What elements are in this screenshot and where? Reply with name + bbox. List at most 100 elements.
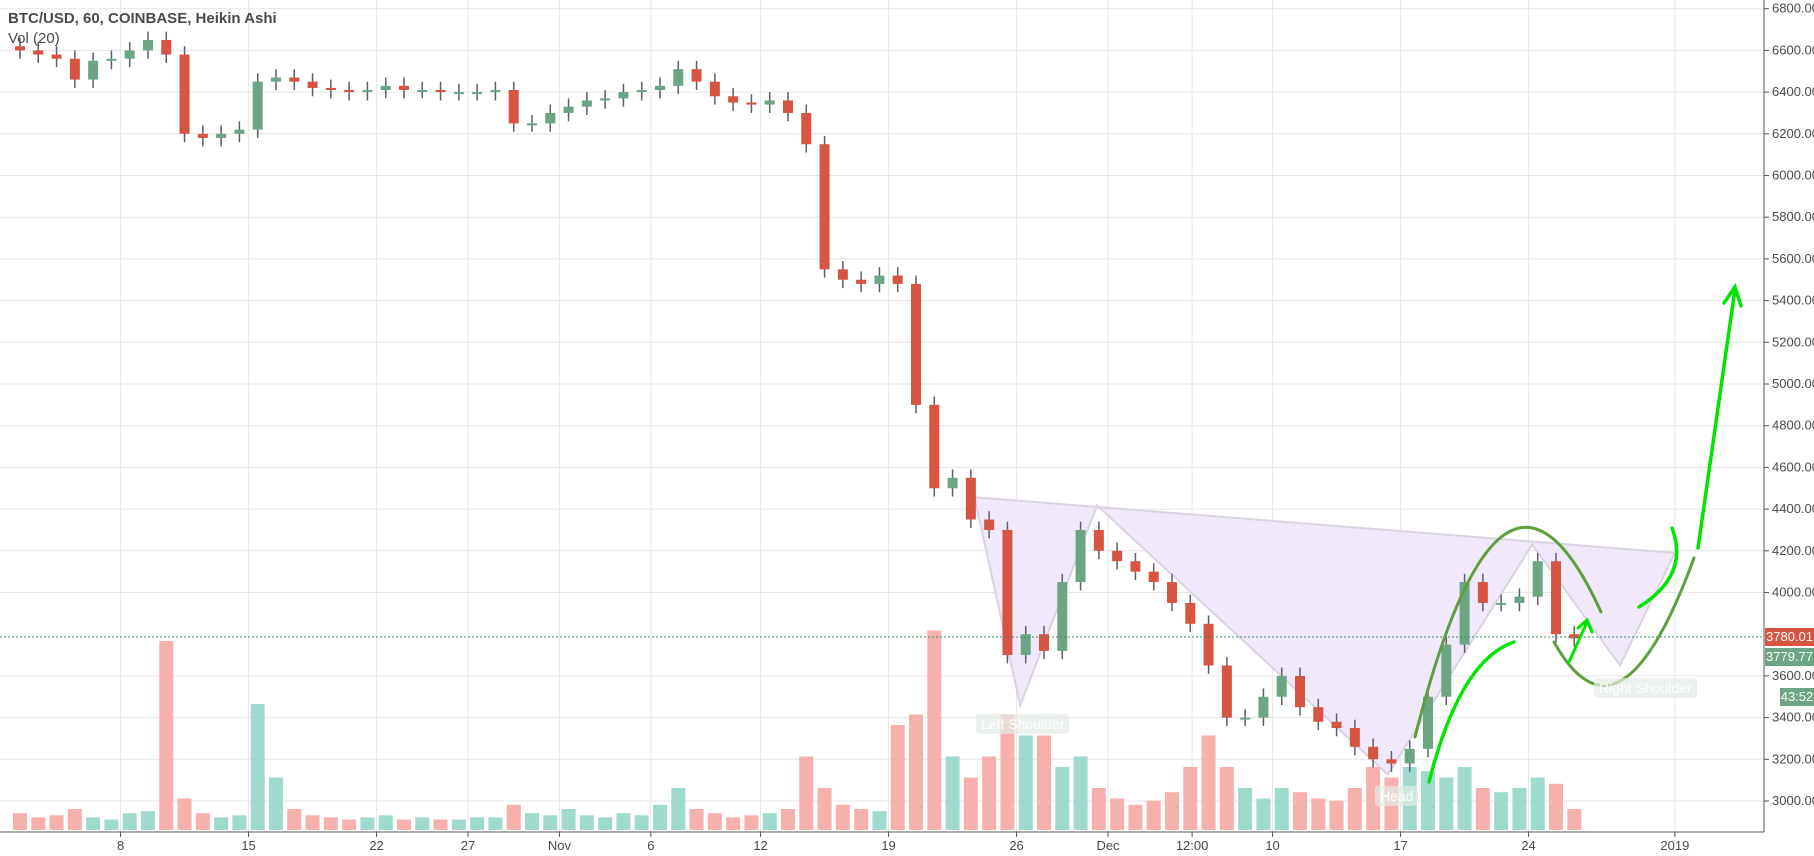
chart-legend: BTC/USD, 60, COINBASE, Heikin Ashi Vol (… <box>8 9 277 49</box>
volume-bar <box>744 815 759 830</box>
time-tick-label: 10 <box>1265 838 1279 853</box>
candle-body <box>1295 675 1306 708</box>
volume-bar <box>561 809 576 830</box>
symbol-title[interactable]: BTC/USD, 60, COINBASE, Heikin Ashi <box>8 10 277 27</box>
candle <box>837 260 848 289</box>
candle <box>1295 667 1306 716</box>
volume-bar <box>1128 804 1143 830</box>
candle <box>1002 521 1013 664</box>
candle <box>1020 625 1031 664</box>
candle <box>1093 521 1104 560</box>
candle <box>709 73 720 105</box>
candle <box>545 104 556 132</box>
candle-body <box>252 81 263 130</box>
volume-bar <box>470 817 485 830</box>
candle-body <box>1167 582 1178 603</box>
volume-bar <box>1036 735 1051 830</box>
price-axis-labels: 6800.00 6600.00 6400.00 6200.00 6000.00 5800.… <box>1764 1 1814 808</box>
volume-bar <box>1530 777 1545 830</box>
volume-bar <box>1329 800 1344 830</box>
candle-body <box>124 50 135 59</box>
price-tick-label: 6800.00 <box>1772 1 1814 16</box>
candle <box>782 92 793 122</box>
candle-body <box>14 46 25 51</box>
volume-bar <box>506 804 521 830</box>
volume-bar <box>762 813 777 830</box>
candle <box>1258 688 1269 726</box>
volume-bar <box>652 804 667 830</box>
price-tick-label: 6200.00 <box>1772 126 1814 141</box>
candle <box>179 46 190 143</box>
candle-body <box>142 39 153 51</box>
volume-bar <box>524 813 539 830</box>
candle <box>929 396 940 497</box>
candle-body <box>1258 696 1269 718</box>
candle-body <box>51 54 62 59</box>
candle-body <box>453 92 464 95</box>
candle-body <box>417 90 428 93</box>
volume-bar <box>31 817 46 830</box>
volume-bar <box>817 788 832 830</box>
volume-bar <box>1512 788 1527 830</box>
bright-green-curve[interactable] <box>1427 640 1516 784</box>
volume-bar <box>159 641 174 830</box>
candle-body <box>216 133 227 138</box>
candle-body <box>179 54 190 134</box>
candle-body <box>69 58 80 80</box>
candle <box>856 271 867 293</box>
candle-body <box>1386 759 1397 764</box>
candle-body <box>307 81 318 88</box>
candle <box>69 50 80 88</box>
volume-bar <box>1439 777 1454 830</box>
volume-bar <box>780 809 795 830</box>
drawings[interactable] <box>1413 283 1743 784</box>
volume-bar <box>890 725 905 830</box>
candle-body <box>1075 529 1086 583</box>
candle-body <box>929 404 940 489</box>
bright-green-curve-2[interactable] <box>1637 526 1679 609</box>
candle-body <box>472 92 483 95</box>
candle-body <box>1203 623 1214 666</box>
candle-body <box>892 275 903 284</box>
price-tick-label: 3600.00 <box>1772 668 1814 683</box>
volume-indicator-label[interactable]: Vol (20) <box>8 30 60 47</box>
candle-body <box>270 77 281 82</box>
volume-bar <box>122 813 137 830</box>
time-tick-label: 15 <box>241 838 255 853</box>
candle-body <box>508 90 519 124</box>
time-tick-label: 17 <box>1393 838 1407 853</box>
volume-bar <box>1256 798 1271 830</box>
price-tick-label: 3200.00 <box>1772 751 1814 766</box>
time-tick-label: Dec <box>1096 838 1120 853</box>
big-up-arrow-icon[interactable] <box>1696 283 1743 550</box>
volume-bar <box>195 813 210 830</box>
candle-body <box>1276 675 1287 697</box>
volume-bar <box>1567 809 1582 830</box>
candle-body <box>1569 634 1580 639</box>
volume-bar <box>1091 788 1106 830</box>
candle-body <box>1313 707 1324 722</box>
volume-bar <box>305 815 320 830</box>
volume-bar <box>726 817 741 830</box>
volume-bar <box>1293 792 1308 830</box>
volume-bar <box>1110 798 1125 830</box>
head-and-shoulders-pattern[interactable] <box>973 496 1677 777</box>
volume-bar <box>1274 788 1289 830</box>
candle <box>1569 625 1580 647</box>
volume-bar <box>86 817 101 830</box>
price-tick-label: 5400.00 <box>1772 293 1814 308</box>
price-axis[interactable] <box>1764 0 1814 856</box>
volume-bar <box>689 809 704 830</box>
candle <box>362 81 373 101</box>
candle-body <box>782 100 793 113</box>
volume-bar <box>671 788 686 830</box>
volume-bar <box>287 809 302 830</box>
candles <box>14 31 1580 772</box>
candle-body <box>984 519 995 530</box>
small-up-arrow-icon[interactable] <box>1567 617 1594 664</box>
dark-green-arc[interactable] <box>1413 526 1603 739</box>
candle <box>1203 615 1214 674</box>
volume-bar <box>1475 788 1490 830</box>
candle <box>1386 750 1397 772</box>
